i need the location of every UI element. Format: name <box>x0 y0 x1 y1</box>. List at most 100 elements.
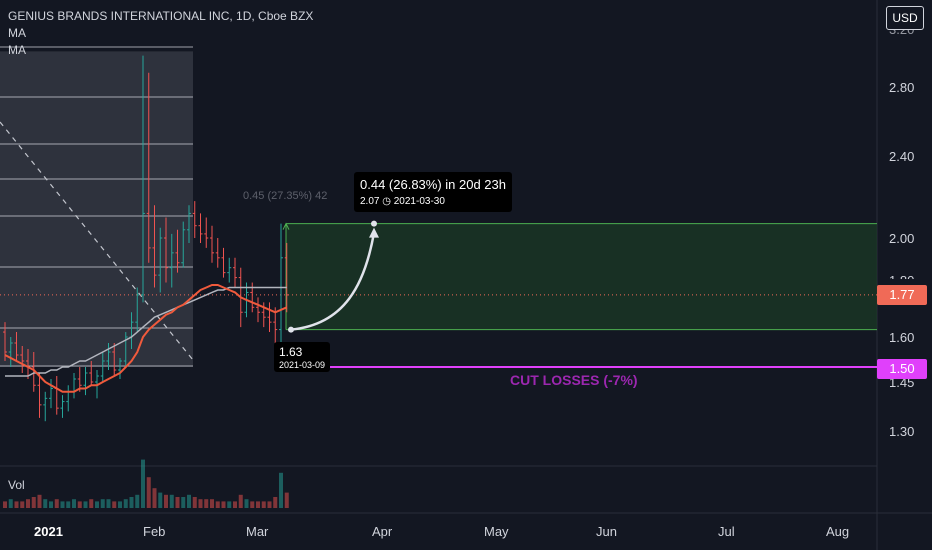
volume-bar <box>129 497 134 508</box>
candle <box>66 385 71 412</box>
volume-bar <box>198 499 203 508</box>
volume-bar <box>72 499 76 508</box>
volume-bar <box>26 499 30 508</box>
fibonacci-box <box>0 51 193 367</box>
volume-label: Vol <box>8 478 25 492</box>
measure-target-text: 2.07 ◷ 2021-03-30 <box>360 196 445 207</box>
volume-bar <box>112 501 117 508</box>
candle <box>112 343 117 376</box>
volume-bar <box>227 501 232 508</box>
volume-bar <box>210 499 214 508</box>
target-zone <box>286 223 877 330</box>
candle <box>210 225 214 263</box>
candle <box>146 72 151 263</box>
symbol-title[interactable]: GENIUS BRANDS INTERNATIONAL INC, 1D, Cbo… <box>8 9 314 23</box>
candle <box>169 233 174 288</box>
x-tick-label: Feb <box>143 524 166 539</box>
volume-bar <box>221 501 226 508</box>
candle <box>267 302 272 333</box>
indicator-ma-1[interactable]: MA <box>8 26 26 40</box>
volume-bar <box>89 499 94 508</box>
candle <box>204 217 209 248</box>
volume-bar <box>164 494 168 508</box>
fib-trend-line <box>0 121 194 361</box>
y-tick-label: 1.60 <box>889 330 915 345</box>
currency-button[interactable]: USD <box>886 6 924 30</box>
stop-loss-label: CUT LOSSES (-7%) <box>510 372 638 388</box>
last-price-tag: 1.77 <box>877 285 927 305</box>
candle <box>135 287 140 333</box>
y-tick-label: 2.80 <box>889 80 915 95</box>
stop-price-tag: 1.50 <box>877 359 927 379</box>
candle <box>49 379 53 409</box>
candle <box>20 346 25 373</box>
measure-change-text: 0.44 (26.83%) in 20d 23h <box>360 177 506 192</box>
x-tick-label: Aug <box>826 524 850 539</box>
volume-bar <box>83 501 88 508</box>
volume-bar <box>14 501 19 508</box>
volume-bar <box>250 501 255 508</box>
candle <box>187 205 191 243</box>
volume-bar <box>146 477 151 508</box>
volume-bar <box>181 497 186 508</box>
volume-bar <box>152 488 157 508</box>
volume-bar <box>261 501 266 508</box>
x-tick-label: May <box>484 524 509 539</box>
volume-bar <box>169 494 174 508</box>
volume-bar <box>204 499 209 508</box>
candle <box>89 361 94 386</box>
ma-slow-line <box>5 286 287 377</box>
candle <box>198 213 203 243</box>
volume-bar <box>233 501 237 508</box>
target-point <box>371 220 377 227</box>
volume-bar <box>31 497 36 508</box>
candle <box>3 322 7 361</box>
y-tick-label: 2.40 <box>889 149 915 164</box>
candle <box>123 332 128 367</box>
candle <box>175 229 180 273</box>
volume-bar <box>8 499 13 508</box>
x-tick-label: Mar <box>246 524 269 539</box>
volume-bar <box>267 501 272 508</box>
volume-bar <box>54 499 59 508</box>
y-tick-label: 1.30 <box>889 424 915 439</box>
candle <box>152 205 157 288</box>
volume-bar <box>284 492 289 508</box>
volume-bar <box>100 499 105 508</box>
measure-tooltip: 0.44 (26.83%) in 20d 23h 2.07 ◷ 2021-03-… <box>354 172 512 212</box>
candle <box>227 257 232 283</box>
candle <box>181 221 186 268</box>
volume-bar <box>238 494 243 508</box>
volume-bar <box>49 501 53 508</box>
candle <box>106 343 111 370</box>
volume-bar <box>273 497 278 508</box>
volume-bar <box>95 501 99 508</box>
ma-fast-line <box>4 284 288 393</box>
candle <box>284 242 289 313</box>
entry-price-text: 1.63 <box>279 345 303 359</box>
candle <box>141 55 145 303</box>
x-tick-label: Jul <box>718 524 735 539</box>
volume-bar <box>187 494 191 508</box>
volume-bar <box>158 492 163 508</box>
volume-bar <box>43 499 48 508</box>
volume-bar <box>20 501 25 508</box>
entry-date-text: 2021-03-09 <box>279 360 326 370</box>
candle <box>192 201 197 238</box>
volume-bar <box>141 459 145 508</box>
projection-arrow <box>290 232 376 331</box>
volume-bar <box>256 501 260 508</box>
x-tick-label: 2021 <box>34 524 63 539</box>
measure-faded-label: 0.45 (27.35%) 42 <box>243 190 328 202</box>
volume-bar <box>215 501 220 508</box>
volume-bar <box>279 472 283 508</box>
candle <box>8 337 13 367</box>
y-tick-label: 2.00 <box>889 231 915 246</box>
indicator-ma-2[interactable]: MA <box>8 43 26 57</box>
candle <box>60 395 65 418</box>
candle <box>279 223 283 343</box>
zone-arrow <box>282 222 290 230</box>
candle <box>83 367 88 396</box>
entry-point <box>288 326 294 333</box>
